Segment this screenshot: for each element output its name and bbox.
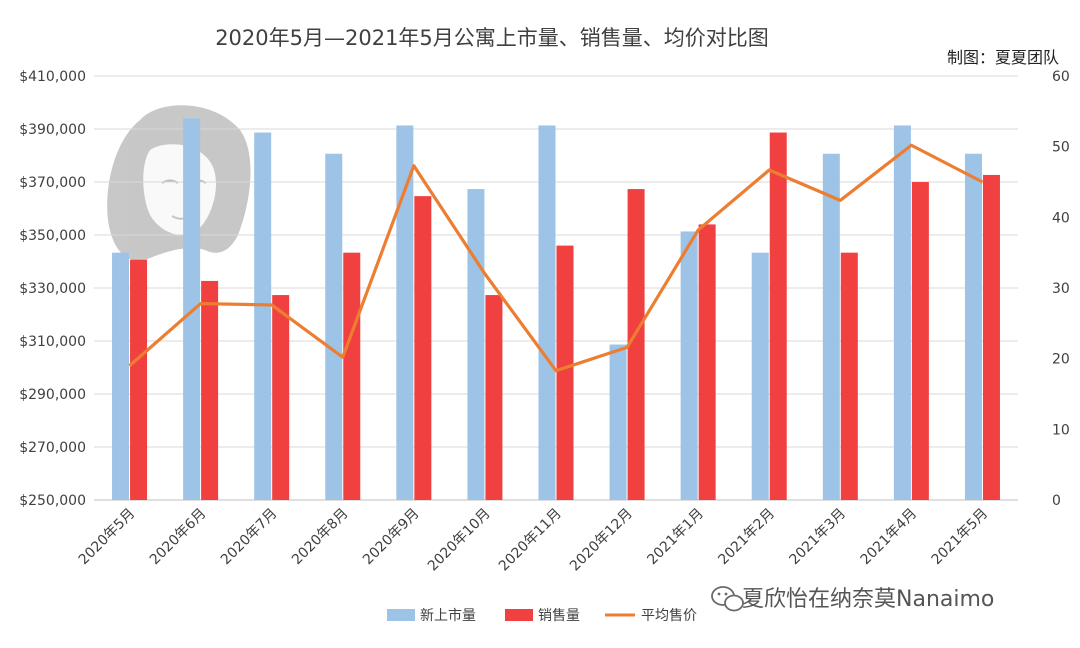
legend: 新上市量 销售量 平均售价	[387, 607, 697, 624]
bar-sales	[840, 252, 858, 500]
bar-sales	[272, 295, 290, 500]
right-tick-label: 0	[1052, 493, 1061, 509]
bar-sales	[698, 224, 716, 500]
bar-sales	[343, 252, 361, 500]
legend-swatch-sales	[505, 609, 533, 621]
bar-sales	[485, 295, 503, 500]
bar-sales	[911, 182, 929, 500]
price-line	[128, 143, 984, 373]
bar-listings	[325, 153, 343, 500]
chart-title: 2020年5月—2021年5月公寓上市量、销售量、均价对比图	[215, 26, 769, 50]
bar-listings	[467, 189, 485, 501]
legend-label-listings: 新上市量	[420, 607, 476, 624]
watermark: 夏欣怡在纳奈莫Nanaimo	[711, 586, 994, 612]
watermark-text: 夏欣怡在纳奈莫Nanaimo	[742, 587, 994, 612]
price-line-path	[128, 143, 984, 373]
bar-sales	[627, 189, 645, 501]
bar-listings	[112, 252, 130, 500]
left-tick-label: $330,000	[19, 281, 86, 297]
bar-sales	[769, 132, 787, 501]
bar-listings	[680, 231, 698, 500]
left-tick-label: $250,000	[19, 493, 86, 509]
bar-listings	[254, 132, 272, 501]
right-tick-label: 40	[1052, 210, 1070, 226]
wechat-icon	[711, 586, 744, 612]
bar-sales	[556, 245, 574, 500]
bar-listings	[538, 125, 556, 500]
bar-listings	[751, 252, 769, 500]
left-tick-label: $310,000	[19, 334, 86, 350]
right-tick-label: 60	[1052, 69, 1070, 85]
bar-listings	[609, 344, 627, 500]
bar-sales	[414, 196, 432, 500]
grid-lines	[94, 75, 1018, 501]
bar-sales	[130, 259, 148, 500]
bar-listings	[183, 118, 201, 501]
bar-listings	[396, 125, 414, 500]
legend-label-price: 平均售价	[641, 608, 697, 624]
right-axis-ticks: 0 10 20 30 40 50 60	[1052, 69, 1070, 509]
legend-swatch-listings	[387, 609, 415, 621]
bar-listings	[964, 153, 982, 500]
right-tick-label: 20	[1052, 352, 1070, 368]
left-tick-label: $410,000	[19, 69, 86, 85]
left-tick-label: $270,000	[19, 440, 86, 456]
bar-listings	[893, 125, 911, 500]
chart-credit: 制图：夏夏团队	[947, 48, 1059, 67]
right-tick-label: 10	[1052, 422, 1070, 438]
left-axis-ticks: $250,000 $270,000 $290,000 $310,000 $330,000…	[19, 69, 86, 509]
right-tick-label: 50	[1052, 140, 1070, 156]
left-tick-label: $390,000	[19, 122, 86, 138]
left-tick-label: $370,000	[19, 175, 86, 191]
right-tick-label: 30	[1052, 281, 1070, 297]
left-tick-label: $350,000	[19, 228, 86, 244]
bar-listings	[822, 153, 840, 500]
bar-sales	[201, 280, 219, 500]
left-tick-label: $290,000	[19, 387, 86, 403]
legend-label-sales: 销售量	[538, 608, 580, 624]
bar-sales	[982, 174, 1000, 500]
